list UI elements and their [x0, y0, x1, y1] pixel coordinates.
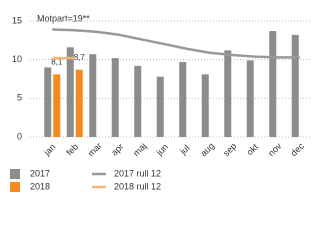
data-label: 8,1 — [51, 57, 63, 66]
bar — [66, 47, 74, 137]
bar — [179, 61, 187, 138]
y-tick-label: 5 — [17, 93, 22, 103]
data-label: 8,7 — [74, 53, 86, 62]
bar — [134, 65, 142, 137]
chart: Motpart=19** 0 5 10 15 jan feb mar apr maj jun jul… — [10, 13, 311, 192]
bar — [201, 74, 209, 137]
bar — [75, 69, 83, 137]
x-tick-label: apr — [109, 141, 125, 157]
line — [52, 28, 300, 59]
x-tick-label: mar — [86, 141, 104, 159]
y-tick-label: 15 — [12, 15, 22, 25]
legend-label: 2018 — [30, 181, 50, 191]
bar — [224, 50, 232, 137]
x-tick-label: okt — [245, 141, 261, 157]
bar — [269, 31, 277, 138]
bar — [291, 34, 299, 137]
x-tick-label: nov — [266, 141, 284, 159]
bar — [156, 76, 164, 137]
legend-label: 2017 rull 12 — [114, 168, 161, 178]
x-tick-label: dec — [289, 141, 307, 159]
x-tick-label: aug — [198, 141, 216, 159]
legend-swatch — [10, 169, 20, 179]
bar — [246, 60, 254, 137]
x-tick-label: jun — [154, 142, 170, 158]
bar — [111, 58, 119, 138]
bar — [44, 67, 52, 137]
x-tick-label: jan — [41, 142, 57, 158]
x-tick-label: sep — [221, 141, 238, 158]
annotation: Motpart=19** — [37, 13, 90, 23]
x-tick-label: feb — [64, 142, 80, 158]
bar — [53, 74, 61, 137]
legend-label: 2017 — [30, 168, 50, 178]
x-tick-label: jul — [177, 143, 191, 157]
y-tick-label: 0 — [17, 131, 22, 141]
x-tick-label: maj — [131, 141, 148, 158]
y-tick-label: 10 — [12, 54, 22, 64]
legend-label: 2018 rull 12 — [114, 181, 161, 191]
legend-swatch — [10, 182, 20, 192]
bar — [89, 54, 97, 137]
